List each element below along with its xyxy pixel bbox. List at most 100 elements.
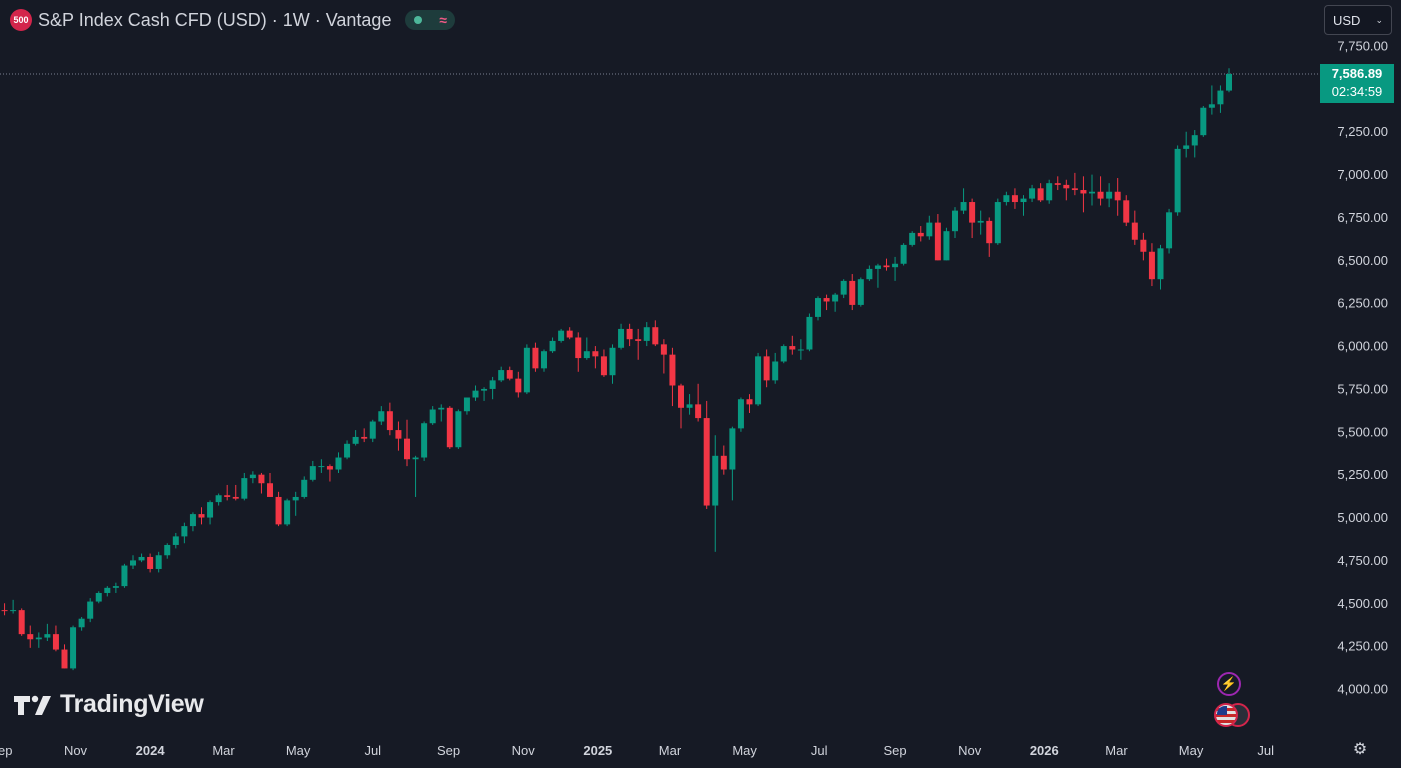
gear-icon[interactable]: ⚙: [1352, 741, 1368, 758]
currency-label: USD: [1333, 12, 1361, 28]
x-tick-label: 2025: [583, 743, 612, 758]
x-tick-label: Nov: [958, 743, 982, 758]
candle-body: [429, 409, 436, 424]
candle-body: [943, 231, 950, 261]
candle-body: [1080, 190, 1087, 194]
candle-body: [318, 466, 325, 468]
market-status-pill[interactable]: ≈: [405, 10, 456, 30]
x-tick-label: Jul: [1257, 743, 1274, 758]
candle-body: [1089, 191, 1095, 194]
candle-body: [189, 514, 196, 527]
candle-body: [874, 265, 881, 269]
candle-body: [686, 404, 693, 408]
candle-body: [780, 346, 787, 362]
candle-body: [755, 356, 762, 405]
us-flag-icon[interactable]: [1214, 703, 1252, 729]
candle-body: [643, 327, 650, 341]
candle-body: [1174, 148, 1181, 213]
candle-body: [1226, 73, 1232, 91]
candle-body: [361, 436, 368, 439]
currency-select[interactable]: USD ⌄: [1324, 5, 1392, 35]
y-tick-label: 5,000.00: [1337, 510, 1388, 525]
candle-body: [1106, 191, 1113, 199]
candle-body: [600, 356, 607, 376]
candle-body: [806, 316, 813, 350]
candle-body: [104, 587, 111, 593]
chevron-down-icon: ⌄: [1375, 14, 1383, 25]
candle-body: [737, 399, 744, 429]
candle-body: [926, 222, 933, 237]
candle-body: [1114, 191, 1121, 201]
candle-body: [275, 496, 282, 525]
candle-body: [952, 210, 958, 232]
tradingview-wordmark: TradingView: [60, 690, 204, 718]
candle-body: [44, 634, 51, 638]
x-tick-label: Jul: [811, 743, 828, 758]
candle-body: [35, 637, 42, 640]
candle-body: [27, 634, 34, 640]
candle-body: [866, 268, 873, 280]
candle-body: [10, 610, 17, 612]
event-marker-front: [1214, 703, 1238, 727]
candle-body: [960, 202, 967, 211]
y-tick-label: 4,000.00: [1337, 682, 1388, 697]
candle-body: [1071, 188, 1078, 191]
data-delay-icon: ≈: [439, 12, 447, 28]
candle-body: [592, 351, 599, 357]
candle-body: [1, 610, 8, 612]
symbol-logo-icon: 500: [10, 9, 32, 31]
candle-body: [523, 347, 530, 393]
candle-body: [258, 474, 265, 484]
candle-body: [840, 280, 847, 295]
candle-body: [703, 418, 710, 506]
y-tick-label: 5,500.00: [1337, 424, 1388, 439]
candle-body: [1003, 195, 1010, 203]
candle-body: [1166, 212, 1173, 249]
last-price-value: 7,586.89: [1331, 66, 1383, 81]
chart-title[interactable]: S&P Index Cash CFD (USD) · 1W · Vantage: [38, 9, 392, 30]
candle-body: [1123, 200, 1130, 223]
candle-body: [172, 536, 179, 545]
x-tick-label: Nov: [64, 743, 88, 758]
candle-body: [395, 430, 402, 439]
last-price-label: 7,586.89 02:34:59: [1320, 64, 1394, 103]
candle-body: [1011, 195, 1018, 203]
candle-body: [438, 407, 445, 410]
y-tick-label: 5,750.00: [1337, 381, 1388, 396]
x-tick-label: May: [732, 743, 757, 758]
y-tick-label: 6,250.00: [1337, 296, 1388, 311]
candle-body: [1140, 239, 1147, 252]
candle-body: [892, 263, 899, 268]
candle-body: [267, 483, 273, 497]
candle-body: [900, 244, 907, 264]
x-tick-label: Nov: [512, 743, 536, 758]
candle-body: [1208, 104, 1215, 108]
candle-body: [224, 495, 231, 497]
candle-body: [1037, 188, 1044, 201]
candle-body: [198, 514, 205, 518]
candle-body: [344, 443, 351, 458]
x-tick-label: Sep: [437, 743, 460, 758]
candle-body: [652, 327, 659, 345]
candle-body: [326, 466, 333, 470]
candle-body: [515, 378, 522, 393]
candle-body: [541, 351, 547, 369]
candle-body: [558, 330, 565, 341]
candle-body: [95, 592, 102, 602]
candle-body: [1217, 90, 1224, 105]
symbol-badge-text: 500: [13, 15, 29, 25]
candle-body: [1131, 222, 1138, 240]
y-tick-label: 4,250.00: [1337, 639, 1388, 654]
candle-body: [87, 601, 94, 619]
y-tick-label: 4,750.00: [1337, 553, 1388, 568]
lightning-icon[interactable]: ⚡: [1217, 672, 1241, 696]
tradingview-logo[interactable]: TradingView: [14, 690, 204, 719]
candle-body: [883, 265, 890, 268]
candle-body: [815, 298, 821, 317]
candle-body: [1063, 184, 1070, 189]
candle-body: [635, 339, 642, 341]
candle-body: [369, 421, 376, 439]
candle-body: [729, 428, 736, 470]
candle-body: [669, 354, 676, 386]
